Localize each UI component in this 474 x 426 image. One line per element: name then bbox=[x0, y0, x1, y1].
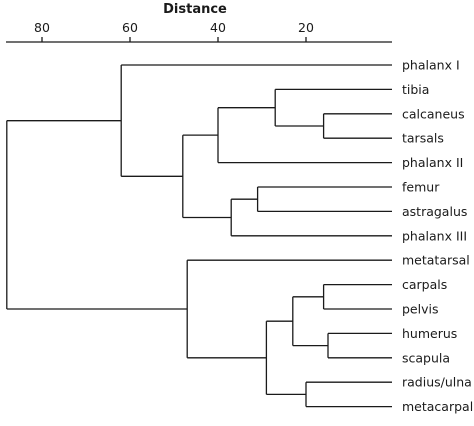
leaf-label: phalanx II bbox=[402, 155, 463, 170]
leaf-label: carpals bbox=[402, 277, 447, 292]
leaf-label: radius/ulna bbox=[402, 375, 472, 390]
leaf-label: metatarsal bbox=[402, 253, 470, 268]
axis-tick-label: 40 bbox=[210, 20, 226, 35]
leaf-label: astragalus bbox=[402, 204, 467, 219]
leaf-label: phalanx I bbox=[402, 58, 460, 73]
axis-ticks: 80 60 40 20 bbox=[34, 20, 314, 42]
branches bbox=[6, 64, 392, 408]
leaf-labels: phalanx I tibia calcaneus tarsals phalanx II… bbox=[402, 58, 473, 415]
leaf-label: calcaneus bbox=[402, 106, 465, 121]
leaf-label: femur bbox=[402, 180, 440, 195]
leaf-label: phalanx III bbox=[402, 228, 467, 243]
leaf-label: metacarpal bbox=[402, 399, 473, 414]
leaf-label: scapula bbox=[402, 350, 450, 365]
axis-tick-label: 20 bbox=[298, 20, 314, 35]
axis-tick-label: 80 bbox=[34, 20, 50, 35]
leaf-label: humerus bbox=[402, 326, 457, 341]
axis-tick-label: 60 bbox=[122, 20, 138, 35]
leaf-label: tarsals bbox=[402, 131, 444, 146]
leaf-label: tibia bbox=[402, 82, 429, 97]
leaf-label: pelvis bbox=[402, 302, 438, 317]
axis-title: Distance bbox=[163, 2, 227, 17]
